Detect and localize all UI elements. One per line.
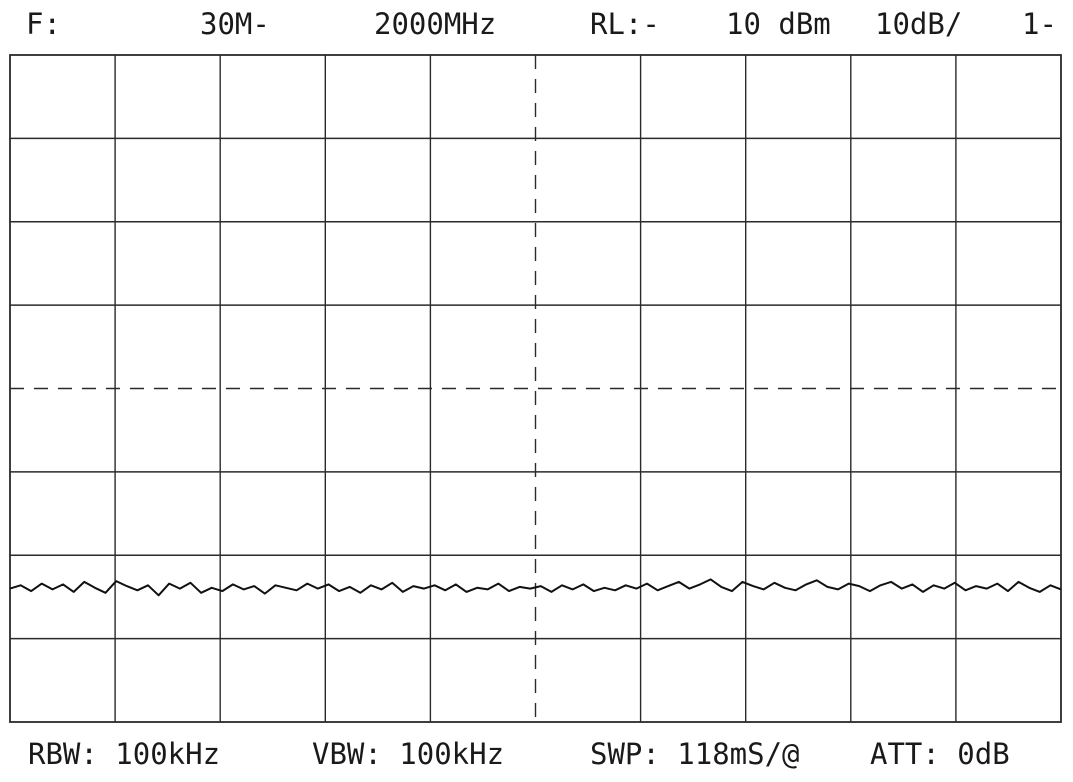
resolution-bandwidth: RBW: 100kHz — [28, 737, 221, 771]
attenuation: ATT: 0dB — [870, 737, 1010, 771]
spectrum-trace — [9, 578, 1062, 597]
trace-layer — [9, 578, 1062, 597]
trace-index: 1- — [1022, 7, 1057, 41]
start-frequency: 30M- — [200, 7, 270, 41]
stop-frequency: 2000MHz — [374, 7, 497, 41]
vertical-scale: 10dB/ — [875, 7, 963, 41]
frequency-label: F: — [26, 7, 61, 41]
reference-level-label: RL:- — [590, 7, 660, 41]
graticule — [9, 54, 1062, 723]
sweep-time: SWP: 118mS/@ — [590, 737, 800, 771]
reference-level-value: 10 dBm — [726, 7, 831, 41]
video-bandwidth: VBW: 100kHz — [312, 737, 505, 771]
